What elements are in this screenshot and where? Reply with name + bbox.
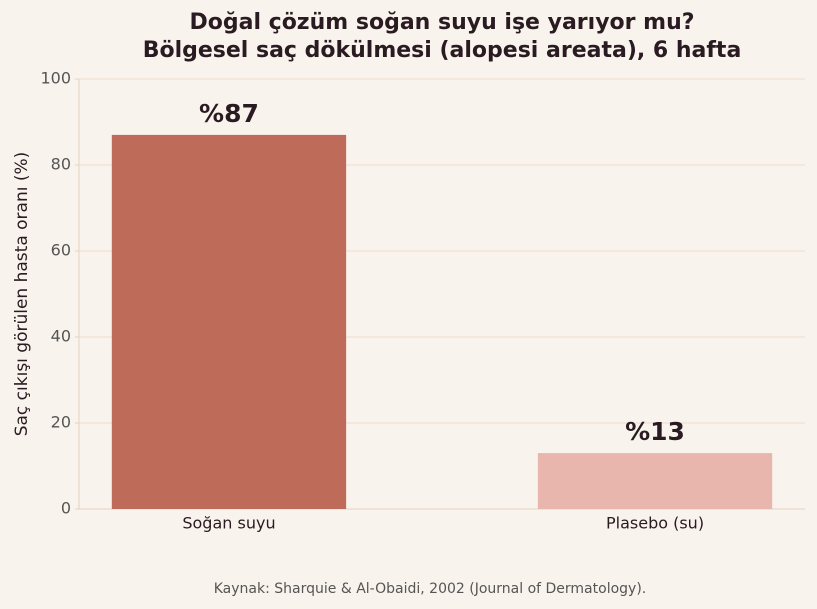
x-tick-label: Soğan suyu [182, 514, 275, 533]
x-tick-label: Plasebo (su) [606, 514, 704, 533]
source-note: Kaynak: Sharquie & Al-Obaidi, 2002 (Jour… [214, 581, 646, 597]
chart-title: Doğal çözüm soğan suyu işe yarıyor mu? [189, 10, 694, 35]
bar [537, 453, 773, 509]
y-axis-label: Saç çıkışı görülen hasta oranı (%) [12, 152, 32, 437]
y-tick-label: 60 [51, 241, 71, 260]
value-label: %87 [199, 99, 259, 128]
y-tick-label: 100 [40, 69, 71, 88]
y-tick-label: 20 [51, 413, 71, 432]
y-tick-label: 80 [51, 155, 71, 174]
value-label: %13 [625, 417, 685, 446]
chart-title: Bölgesel saç dökülmesi (alopesi areata),… [143, 38, 742, 63]
y-tick-label: 40 [51, 327, 71, 346]
y-tick-label: 0 [61, 499, 71, 518]
bar [111, 134, 347, 509]
